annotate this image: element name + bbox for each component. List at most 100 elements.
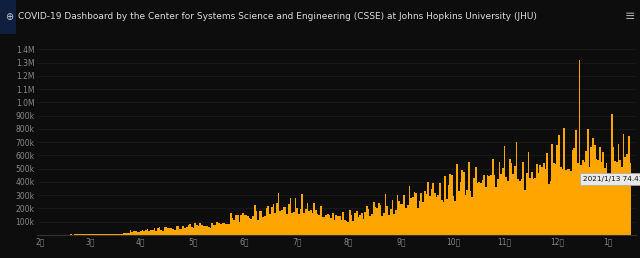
Bar bbox=[215, 225, 216, 235]
Bar bbox=[378, 203, 380, 235]
Bar bbox=[289, 198, 291, 235]
Bar bbox=[351, 215, 353, 235]
Bar bbox=[239, 222, 240, 235]
Bar bbox=[575, 130, 577, 235]
Bar bbox=[374, 206, 376, 235]
Bar bbox=[86, 234, 87, 235]
Bar bbox=[509, 159, 511, 235]
Bar bbox=[335, 215, 337, 235]
Bar bbox=[419, 200, 420, 235]
Bar bbox=[286, 214, 288, 235]
Bar bbox=[175, 225, 177, 235]
Bar bbox=[618, 144, 620, 235]
Bar bbox=[130, 230, 131, 235]
Bar bbox=[314, 203, 315, 235]
Bar bbox=[516, 142, 517, 235]
Bar bbox=[395, 210, 397, 235]
Bar bbox=[162, 231, 164, 235]
Bar bbox=[200, 223, 201, 235]
Bar bbox=[517, 179, 519, 235]
Bar bbox=[497, 179, 499, 235]
Bar bbox=[579, 60, 580, 235]
Bar bbox=[143, 231, 145, 235]
Bar bbox=[271, 207, 273, 235]
Bar bbox=[390, 209, 392, 235]
Bar bbox=[586, 151, 587, 235]
Bar bbox=[179, 229, 180, 235]
Bar bbox=[405, 208, 407, 235]
Bar bbox=[180, 229, 182, 235]
Bar bbox=[431, 189, 433, 235]
Bar bbox=[250, 220, 252, 235]
Bar bbox=[322, 217, 324, 235]
Bar bbox=[319, 215, 320, 235]
Bar bbox=[458, 190, 460, 235]
Bar bbox=[527, 152, 529, 235]
Text: ≡: ≡ bbox=[625, 10, 635, 23]
Bar bbox=[534, 178, 536, 235]
Bar bbox=[572, 150, 573, 235]
Bar bbox=[111, 234, 113, 235]
Bar bbox=[147, 229, 148, 235]
Bar bbox=[492, 159, 493, 235]
Bar bbox=[397, 195, 398, 235]
Bar bbox=[252, 216, 254, 235]
Bar bbox=[478, 182, 480, 235]
Bar bbox=[346, 221, 348, 235]
Bar bbox=[300, 209, 301, 235]
Bar bbox=[349, 210, 351, 235]
Bar bbox=[392, 200, 393, 235]
Bar bbox=[482, 181, 483, 235]
Bar bbox=[135, 231, 136, 235]
Bar bbox=[591, 147, 592, 235]
Bar bbox=[121, 233, 123, 235]
Bar bbox=[495, 187, 497, 235]
Bar bbox=[584, 163, 586, 235]
Bar bbox=[353, 221, 354, 235]
Bar bbox=[529, 178, 531, 235]
Bar bbox=[446, 199, 447, 235]
Bar bbox=[308, 211, 310, 235]
Bar bbox=[126, 233, 128, 235]
Bar bbox=[312, 213, 314, 235]
Bar bbox=[467, 190, 468, 235]
Bar bbox=[266, 208, 268, 235]
Bar bbox=[91, 234, 92, 235]
Bar bbox=[413, 192, 415, 235]
Bar bbox=[449, 174, 451, 235]
Bar bbox=[118, 234, 120, 235]
Bar bbox=[315, 211, 317, 235]
Bar bbox=[234, 220, 235, 235]
Bar bbox=[444, 176, 446, 235]
Bar bbox=[157, 228, 159, 235]
Bar bbox=[556, 146, 558, 235]
Bar bbox=[94, 234, 96, 235]
Bar bbox=[206, 225, 208, 235]
Bar bbox=[191, 227, 193, 235]
Bar bbox=[264, 216, 266, 235]
Bar bbox=[381, 216, 383, 235]
Bar bbox=[447, 185, 449, 235]
Bar bbox=[278, 194, 280, 235]
Bar bbox=[96, 234, 97, 235]
Bar bbox=[133, 231, 135, 235]
Bar bbox=[288, 204, 289, 235]
Bar bbox=[245, 215, 247, 235]
Bar bbox=[140, 231, 141, 235]
Bar bbox=[621, 167, 623, 235]
Bar bbox=[500, 174, 502, 235]
Bar bbox=[443, 203, 444, 235]
Bar bbox=[203, 226, 205, 235]
Bar bbox=[616, 163, 618, 235]
Bar bbox=[330, 218, 332, 235]
Bar bbox=[532, 179, 534, 235]
Bar bbox=[332, 213, 334, 235]
Bar bbox=[320, 206, 322, 235]
Bar bbox=[156, 231, 157, 235]
Bar bbox=[255, 211, 257, 235]
Bar bbox=[184, 228, 186, 235]
Bar bbox=[472, 197, 473, 235]
Bar bbox=[441, 200, 443, 235]
Bar bbox=[607, 178, 609, 235]
Bar bbox=[329, 215, 330, 235]
